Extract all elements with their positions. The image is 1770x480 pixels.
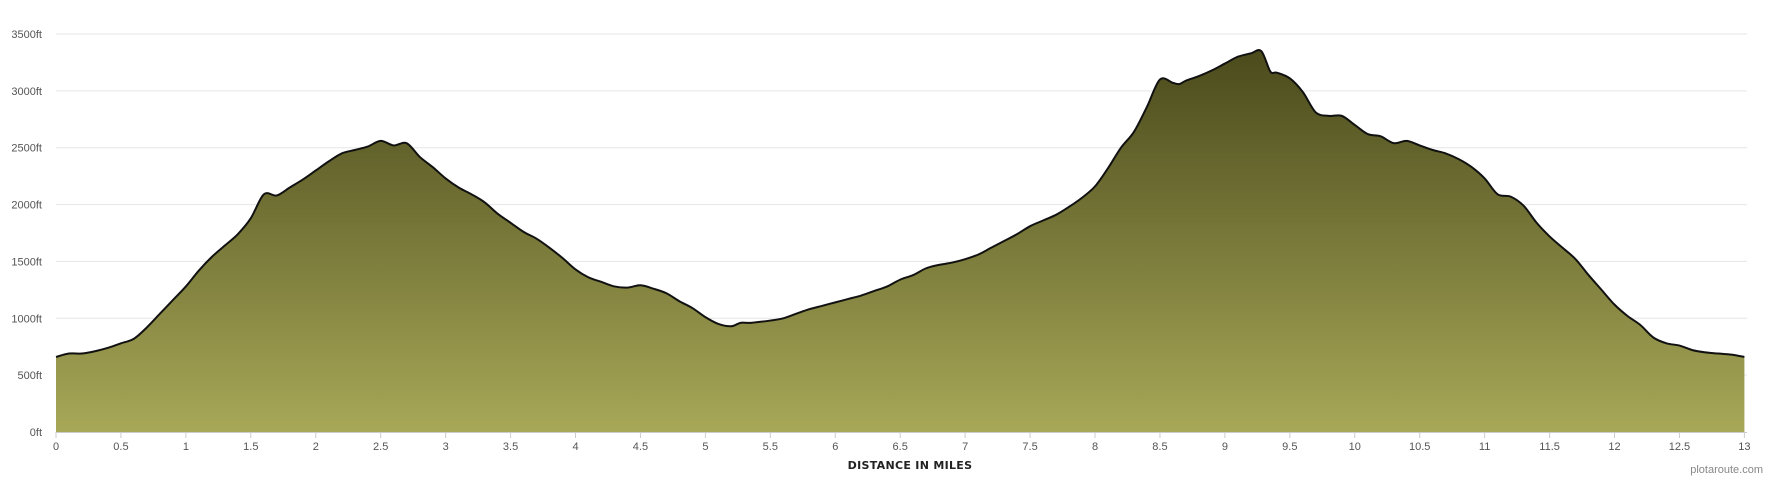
x-tick-label: 12 [1608, 441, 1620, 453]
elevation-profile-line [55, 49, 1745, 358]
x-tick-label: 4.5 [633, 441, 648, 453]
y-tick-label: 3000ft [11, 86, 42, 98]
x-tick-label: 6.5 [893, 441, 908, 453]
y-tick-label: 500ft [18, 370, 42, 382]
y-tick-label: 1000ft [11, 313, 42, 325]
y-tick-label: 1500ft [11, 256, 42, 268]
x-tick-label: 11 [1479, 441, 1490, 453]
x-tick-label: 8 [1092, 441, 1098, 453]
x-tick-label: 8.5 [1152, 441, 1167, 453]
x-tick-label: 10 [1349, 441, 1361, 453]
x-tick-label: 0.5 [113, 441, 128, 453]
x-tick-label: 5 [702, 441, 708, 453]
x-tick-label: 7.5 [1022, 441, 1037, 453]
elevation-area-series [55, 49, 1745, 432]
x-tick-label: 9.5 [1282, 441, 1297, 453]
elevation-area-fill [56, 50, 1745, 432]
x-tick-label: 3.5 [503, 441, 518, 453]
x-tick-label: 5.5 [763, 441, 778, 453]
x-tick-label: 4 [572, 441, 578, 453]
x-tick-label: 2.5 [373, 441, 388, 453]
credit-link[interactable]: plotaroute.com [1690, 464, 1763, 476]
x-tick-label: 12.5 [1669, 441, 1690, 453]
x-tick-label: 13 [1738, 441, 1750, 453]
x-tick-label: 2 [313, 441, 319, 453]
y-tick-label: 2000ft [11, 200, 42, 212]
x-tick-label: 10.5 [1409, 441, 1430, 453]
x-tick-label: 7 [962, 441, 968, 453]
x-tick-label: 6 [832, 441, 838, 453]
y-axis: 0ft 500ft 1000ft 1500ft 2000ft 2500ft 3000ft 35… [11, 29, 42, 439]
x-axis: 0 0.5 1 1.5 2 2.5 3 3.5 4 4.5 5 5.5 6 6.5 7 7.5 8 8.5 9 9.5… [53, 432, 1751, 453]
x-tick-label: 3 [443, 441, 449, 453]
x-tick-label: 9 [1222, 441, 1228, 453]
y-tick-label: 3500ft [11, 29, 42, 41]
y-tick-label: 0ft [30, 427, 42, 439]
x-tick-label: 0 [53, 441, 59, 453]
x-axis-title: DISTANCE IN MILES [848, 459, 973, 472]
x-tick-label: 1 [183, 441, 189, 453]
x-tick-label: 1.5 [243, 441, 258, 453]
y-tick-label: 2500ft [11, 143, 42, 155]
x-tick-label: 11.5 [1539, 441, 1560, 453]
